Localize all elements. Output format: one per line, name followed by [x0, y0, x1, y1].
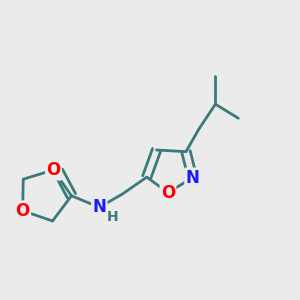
Text: N: N: [92, 198, 106, 216]
Text: O: O: [46, 161, 61, 179]
Text: H: H: [107, 210, 119, 224]
Text: O: O: [161, 184, 175, 202]
Text: N: N: [186, 169, 200, 187]
Text: O: O: [16, 202, 30, 220]
